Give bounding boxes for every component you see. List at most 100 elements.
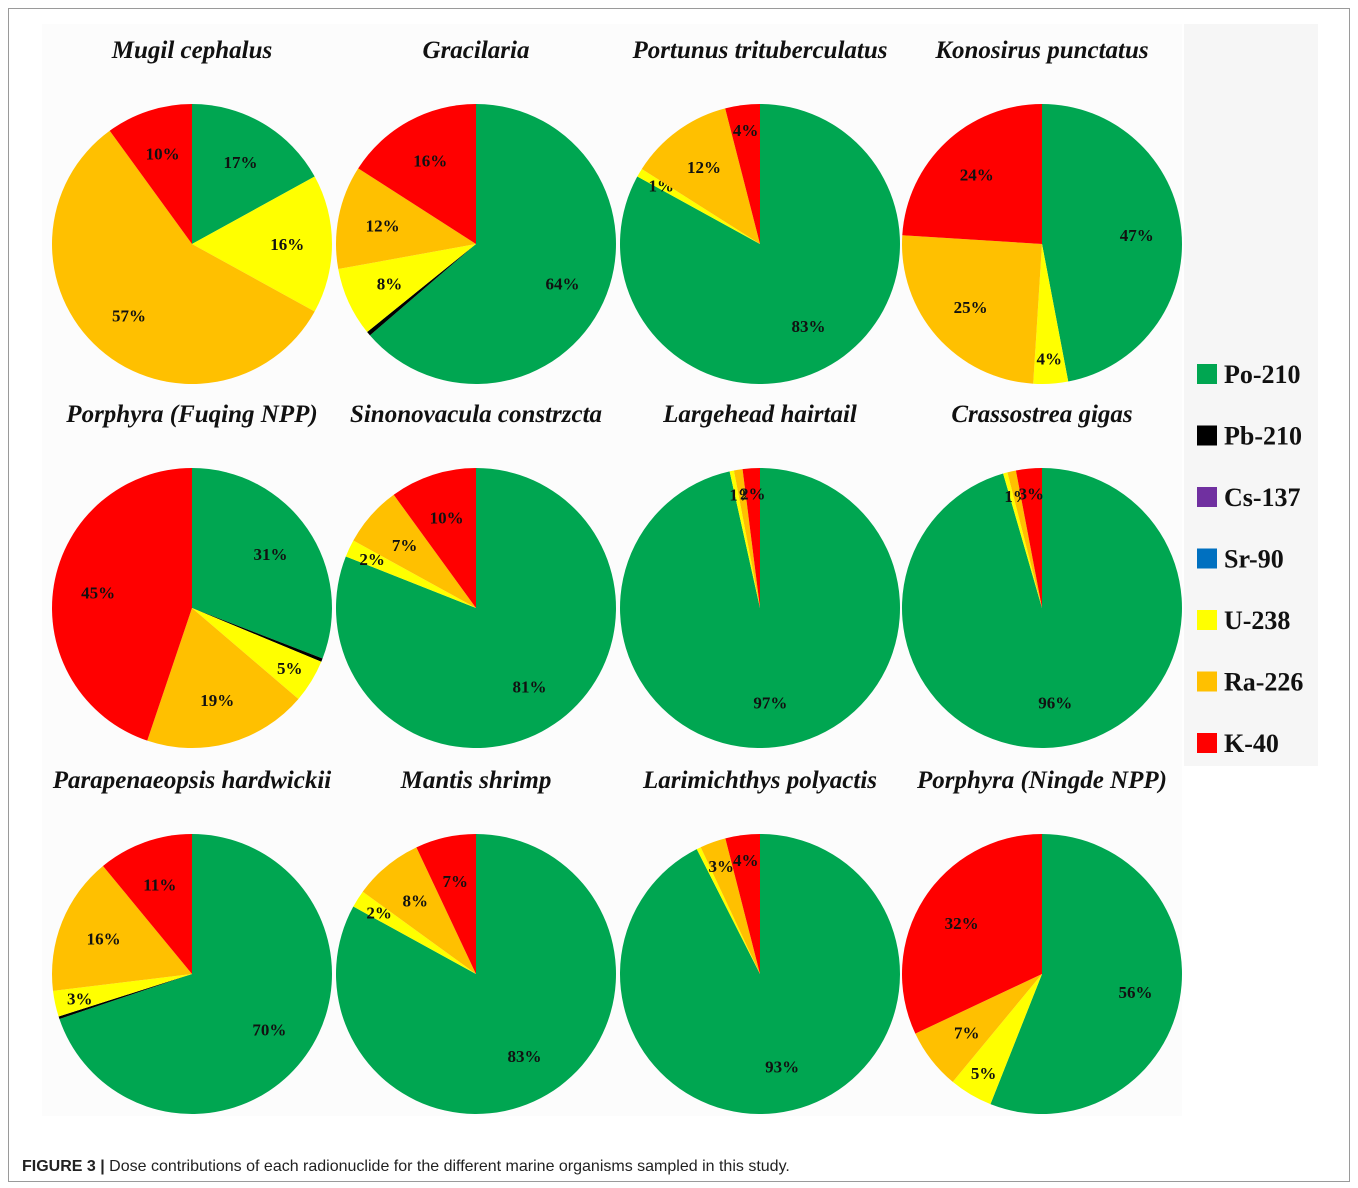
pie-data-label: 93% xyxy=(765,1058,799,1077)
legend-background xyxy=(1184,24,1318,766)
figure-caption: FIGURE 3 | Dose contributions of each ra… xyxy=(22,1158,1342,1182)
pie-title: Gracilaria xyxy=(423,37,530,64)
pie-slice-po-210 xyxy=(901,468,1182,748)
pie-data-label: 16% xyxy=(87,930,121,949)
pie-slice-k-40 xyxy=(416,834,476,974)
pie-slice-u-238 xyxy=(696,847,760,974)
pie-slice-k-40 xyxy=(52,468,192,741)
pie-slice-ra-226 xyxy=(1007,470,1042,608)
legend-swatch xyxy=(1197,733,1217,753)
pie-slice-k-40 xyxy=(902,104,1042,244)
pie-12: Porphyra (Ningde NPP) 56% 5% 7% 32% xyxy=(901,767,1182,1114)
pie-slice-u-238 xyxy=(353,891,476,974)
legend-label: U-238 xyxy=(1224,606,1290,635)
pie-data-label: 7% xyxy=(392,536,418,555)
pie-title: Mantis shrimp xyxy=(400,767,552,794)
legend-swatch xyxy=(1197,610,1217,630)
pie-slice-po-210 xyxy=(59,834,332,1114)
pie-slice-po-210 xyxy=(335,468,616,748)
legend-swatch xyxy=(1197,548,1217,569)
pie-data-label: 5% xyxy=(277,659,303,678)
pie-slice-ra-226 xyxy=(51,130,315,385)
pie-data-label: 8% xyxy=(403,892,429,911)
pie-data-label: 24% xyxy=(960,166,994,185)
pie-data-label: 2% xyxy=(359,550,385,569)
pie-data-label: 3% xyxy=(1018,485,1044,504)
pie-2: Gracilaria 64% 8% 12% 16% xyxy=(336,37,616,384)
pie-slice-po-210 xyxy=(336,834,617,1114)
pie-slice-k-40 xyxy=(109,104,192,244)
pie-title: Porphyra (Fuqing NPP) xyxy=(65,401,317,428)
pie-data-label: 57% xyxy=(112,306,146,325)
pie-slice-k-40 xyxy=(1015,468,1042,608)
pie-data-label: 45% xyxy=(81,584,115,603)
pie-data-label: 4% xyxy=(733,851,759,870)
pie-data-label: 16% xyxy=(270,235,304,254)
pie-slice-po-210 xyxy=(1042,104,1182,382)
pie-slice-po-210 xyxy=(990,834,1182,1114)
pie-5: Porphyra (Fuqing NPP) 31% 5% 19% 45% xyxy=(52,401,332,748)
pie-slice-u-238 xyxy=(1033,244,1069,384)
pie-slice-ra-226 xyxy=(902,235,1042,384)
pie-data-label: 2% xyxy=(740,484,766,503)
pie-slice-k-40 xyxy=(393,468,476,608)
pie-data-label: 7% xyxy=(954,1023,980,1042)
legend-label: Pb-210 xyxy=(1224,422,1302,451)
pie-slice-ra-226 xyxy=(700,838,760,974)
pie-title: Konosirus punctatus xyxy=(934,37,1148,64)
pie-data-label: 81% xyxy=(513,678,547,697)
pie-data-label: 31% xyxy=(254,545,288,564)
pie-data-label: 97% xyxy=(753,694,787,713)
pie-title: Porphyra (Ningde NPP) xyxy=(916,767,1167,794)
pie-slice-k-40 xyxy=(102,834,192,974)
pie-10: Mantis shrimp 83% 2% 8% 7% xyxy=(336,767,617,1114)
pie-slice-pb-210 xyxy=(192,608,323,662)
pie-data-label: 5% xyxy=(971,1064,997,1083)
pie-11: Larimichthys polyactis 93% 3%4% xyxy=(619,767,900,1114)
legend-label: Ra-226 xyxy=(1224,668,1303,697)
pie-data-label: 83% xyxy=(792,317,826,336)
legend: Po-210 Pb-210 Cs-137 Sr-90 U-238 Ra-226 K-40 xyxy=(1197,360,1303,758)
pie-slice-ra-226 xyxy=(353,494,476,608)
pie-data-label: 4% xyxy=(733,121,759,140)
pie-data-label: 12% xyxy=(366,217,400,236)
pie-slice-ra-226 xyxy=(147,608,299,748)
pie-data-label: 64% xyxy=(546,275,580,294)
pie-data-label: 8% xyxy=(377,275,403,294)
pie-slice-u-238 xyxy=(1003,472,1042,608)
pie-data-label: 16% xyxy=(413,152,447,171)
pie-slice-k-40 xyxy=(725,834,760,974)
pie-data-label: 3% xyxy=(709,857,735,876)
pie-title: Sinonovacula constrzcta xyxy=(350,401,602,428)
pie-slice-ra-226 xyxy=(733,469,760,608)
pie-slice-u-238 xyxy=(952,974,1042,1105)
pie-slice-po-210 xyxy=(192,104,315,244)
pie-slice-u-238 xyxy=(637,168,760,244)
pie-6: Sinonovacula constrzcta 81% 2% 7% 10% xyxy=(335,401,616,748)
pie-slice-ra-226 xyxy=(915,974,1042,1082)
legend-label: Po-210 xyxy=(1224,360,1301,389)
pie-slice-po-210 xyxy=(620,103,901,385)
pie-data-label: 47% xyxy=(1120,226,1154,245)
pie-data-label: 96% xyxy=(1038,693,1072,712)
pie-slice-k-40 xyxy=(742,468,760,608)
pie-data-label: 11% xyxy=(143,875,176,894)
pie-4: Konosirus punctatus 47% 4% 25% 24% xyxy=(902,37,1182,384)
pie-data-label: 17% xyxy=(224,153,258,172)
pie-slice-po-210 xyxy=(369,104,616,384)
pie-data-label: 10% xyxy=(430,509,464,528)
pie-data-label: 2% xyxy=(366,904,392,923)
pie-slice-u-238 xyxy=(53,974,192,1017)
pie-data-label: 25% xyxy=(954,298,988,317)
legend-swatch xyxy=(1197,364,1217,384)
pie-slice-pb-210 xyxy=(367,244,476,336)
pie-title: Larimichthys polyactis xyxy=(642,767,877,794)
pie-title: Parapenaeopsis hardwickii xyxy=(52,767,332,794)
pie-9: Parapenaeopsis hardwickii 70% 3% 16% 11% xyxy=(52,767,332,1114)
caption-text: Dose contributions of each radionuclide … xyxy=(104,1158,790,1175)
pie-data-label: 83% xyxy=(508,1047,542,1066)
